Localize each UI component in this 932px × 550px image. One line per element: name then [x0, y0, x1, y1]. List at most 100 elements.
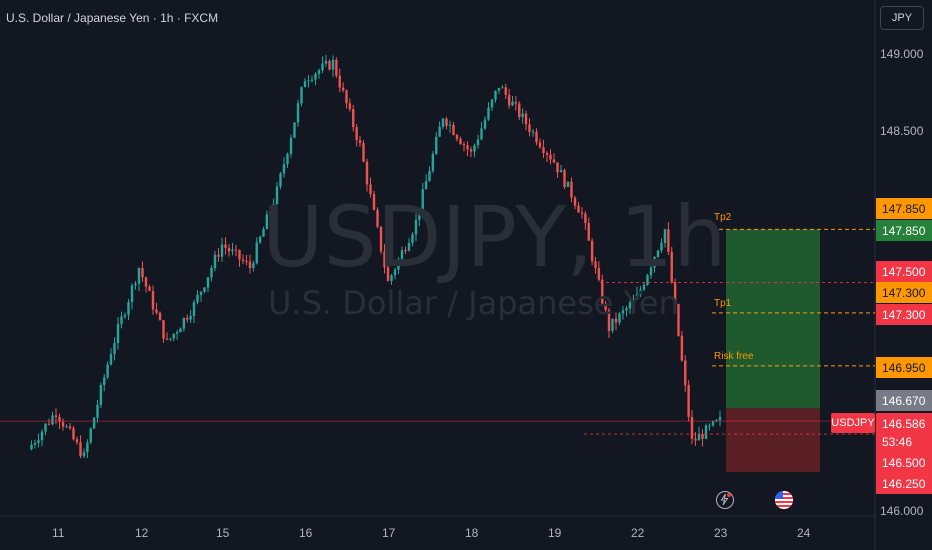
- candle-body: [252, 263, 255, 269]
- candle-body: [37, 440, 40, 443]
- candle-body: [72, 428, 75, 440]
- candle-body: [518, 103, 521, 118]
- level-lines: [0, 228, 875, 435]
- candle-body: [428, 171, 431, 182]
- candle-body: [144, 277, 148, 287]
- position-zones[interactable]: [726, 229, 820, 473]
- candle-body: [307, 80, 310, 82]
- candle-body: [667, 229, 670, 252]
- candle-body: [134, 283, 137, 286]
- candle-body: [44, 423, 47, 432]
- candle-body: [607, 310, 611, 332]
- candle-body: [321, 63, 324, 71]
- candle-body: [590, 240, 594, 262]
- candle-body: [203, 287, 206, 292]
- candle-body: [531, 131, 535, 133]
- candle-body: [580, 212, 584, 214]
- price-tick-148500: 148.500: [880, 124, 924, 138]
- candle-body: [597, 267, 601, 280]
- candle-body: [511, 101, 514, 106]
- candle-body: [130, 285, 134, 303]
- candle-body: [345, 90, 348, 104]
- candle-body: [220, 244, 224, 257]
- candle-body: [663, 229, 667, 243]
- candle-body: [338, 75, 341, 88]
- tp1-red-price-tag: 147.300: [876, 304, 932, 325]
- candle-body: [628, 302, 632, 309]
- candle-body: [192, 302, 196, 316]
- candle-body: [670, 251, 673, 283]
- candle-body: [282, 164, 286, 174]
- candle-body: [404, 250, 407, 252]
- candle-body: [642, 284, 646, 290]
- candle-body: [51, 415, 54, 425]
- time-tick-24: 24: [797, 526, 811, 540]
- currency-button[interactable]: JPY: [880, 6, 924, 30]
- candle-body: [300, 87, 303, 104]
- candle-body: [213, 254, 217, 269]
- candle-body: [535, 131, 538, 143]
- candle-body: [61, 421, 65, 427]
- candle-body: [89, 428, 92, 443]
- time-tick-12: 12: [135, 526, 149, 540]
- candle-body: [441, 118, 445, 127]
- candle-body: [566, 181, 570, 187]
- candle-body: [262, 229, 265, 237]
- price-tag-146500: 146.500: [876, 452, 932, 473]
- candle-body: [199, 291, 203, 296]
- candles: [30, 54, 722, 459]
- candle-body: [65, 426, 68, 428]
- candle-body: [369, 184, 372, 195]
- candle-body: [123, 314, 127, 317]
- candle-body: [189, 315, 192, 320]
- candle-body: [106, 364, 109, 378]
- candle-body: [680, 335, 684, 361]
- candle-body: [331, 59, 335, 70]
- candle-body: [407, 243, 411, 251]
- candle-body: [335, 59, 338, 76]
- candle-body: [217, 254, 220, 257]
- candle-body: [494, 90, 497, 100]
- tp2-price-tag: 147.850: [876, 198, 932, 219]
- candle-body: [690, 416, 694, 439]
- candle-body: [227, 247, 231, 252]
- candle-body: [545, 152, 549, 155]
- candle-body: [182, 317, 186, 329]
- candle-body: [68, 426, 72, 429]
- candle-body: [618, 313, 621, 323]
- candle-body: [687, 385, 690, 417]
- lightning-icon[interactable]: [716, 491, 734, 509]
- candle-body: [165, 338, 169, 340]
- candle-body: [715, 420, 718, 422]
- entry-price-tag: 146.670: [876, 390, 932, 411]
- candle-body: [611, 318, 614, 332]
- us-flag-icon[interactable]: [775, 491, 793, 509]
- candle-body: [148, 286, 151, 291]
- candle-body: [379, 226, 383, 252]
- candle-body: [386, 267, 390, 282]
- candle-body: [79, 442, 82, 457]
- candle-body: [656, 250, 660, 257]
- candle-body: [559, 169, 563, 173]
- candle-body: [469, 149, 473, 152]
- candle-body: [358, 140, 362, 144]
- candle-body: [435, 136, 438, 154]
- candle-body: [296, 103, 300, 123]
- candle-body: [40, 431, 44, 441]
- candle-body: [459, 138, 462, 145]
- candle-body: [286, 153, 289, 165]
- candle-body: [30, 444, 33, 450]
- time-tick-19: 19: [548, 526, 562, 540]
- candle-body: [82, 452, 86, 457]
- risk-free-label: Risk free: [714, 351, 754, 362]
- candle-body: [293, 122, 296, 138]
- candle-body: [362, 143, 365, 162]
- candle-body: [245, 260, 248, 262]
- candle-body: [684, 360, 687, 386]
- candle-body: [47, 423, 51, 425]
- candle-body: [33, 442, 37, 445]
- time-tick-15: 15: [216, 526, 230, 540]
- candle-body: [448, 124, 452, 126]
- candle-body: [54, 415, 58, 417]
